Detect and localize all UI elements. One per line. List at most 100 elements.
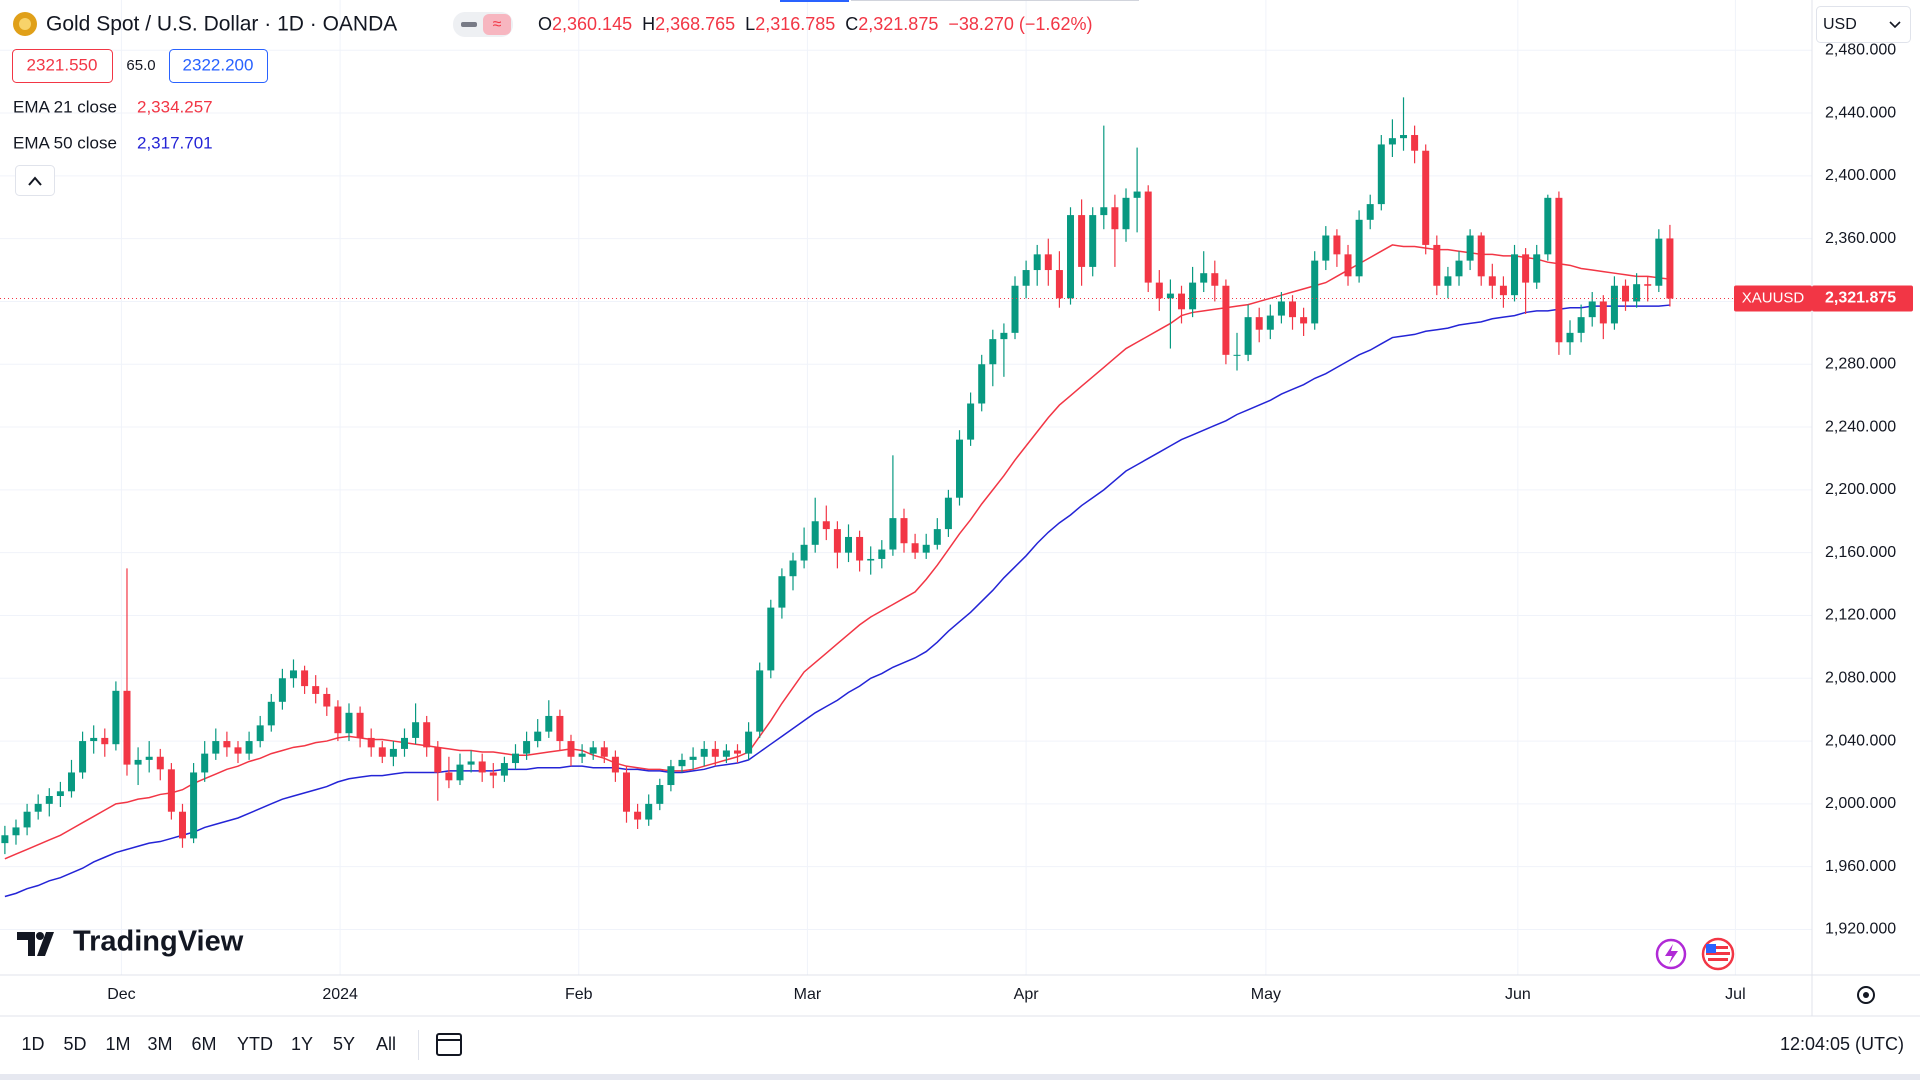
symbol-badge: [1734, 285, 1812, 312]
candle-body: [289, 670, 297, 679]
candle-body: [389, 748, 397, 757]
range-button[interactable]: 3M: [147, 1034, 172, 1054]
range-button[interactable]: 5Y: [333, 1034, 355, 1054]
candle-body: [978, 364, 986, 404]
event-icon-bolt: [1665, 944, 1678, 964]
candle-body: [689, 756, 697, 760]
candle-body: [778, 576, 786, 608]
candle-body: [34, 803, 42, 812]
candle-body: [1622, 285, 1630, 302]
buy-button[interactable]: [169, 49, 268, 83]
candle-body: [1255, 317, 1263, 330]
candle-body: [1566, 332, 1574, 343]
candle-body: [312, 686, 320, 694]
candle-body: [822, 521, 830, 530]
range-button[interactable]: 1M: [105, 1034, 130, 1054]
candle-body: [1078, 215, 1086, 267]
settings-icon[interactable]: [1857, 986, 1875, 1004]
x-tick-label: May: [1251, 986, 1281, 1003]
candle-body: [1655, 238, 1663, 286]
candle-body: [412, 722, 420, 738]
candle-body: [856, 536, 864, 561]
ohlc-letter: O: [538, 14, 552, 34]
candle-body: [1533, 254, 1541, 283]
candle-body: [556, 715, 564, 742]
range-button[interactable]: 6M: [191, 1034, 216, 1054]
candle-body: [1555, 197, 1563, 343]
status-icon: [461, 22, 477, 27]
range-button[interactable]: YTD: [237, 1034, 273, 1054]
candle-body: [156, 756, 164, 770]
candle-body: [656, 785, 664, 804]
range-button[interactable]: 1D: [21, 1034, 44, 1054]
candle-body: [511, 753, 519, 764]
candle-body: [1067, 215, 1075, 299]
symbol-title[interactable]: Gold Spot / U.S. Dollar · 1D · OANDA: [46, 13, 397, 36]
candle-body: [400, 737, 408, 749]
y-tick-label: 2,480.000: [1825, 41, 1896, 58]
candle-body: [1477, 235, 1485, 277]
spread: 65.0: [126, 57, 155, 74]
candle-body: [1266, 315, 1274, 330]
candle-body: [1644, 284, 1652, 286]
y-tick-label: 2,240.000: [1825, 418, 1896, 435]
candle-body: [1433, 244, 1441, 286]
candle-body: [1633, 284, 1641, 302]
buy-price: 2322.200: [183, 55, 254, 74]
candle-body: [722, 750, 730, 757]
candle-body: [56, 791, 64, 797]
candle-body: [23, 811, 31, 828]
candle-body: [212, 741, 220, 754]
candle-body: [567, 741, 575, 757]
candle-body: [134, 759, 142, 765]
candle-body: [1333, 235, 1341, 255]
scroll-indicator: [780, 0, 849, 2]
range-button[interactable]: All: [376, 1034, 396, 1054]
y-tick-label: 2,120.000: [1825, 607, 1896, 624]
candle-body: [578, 753, 586, 757]
candle-body: [589, 747, 597, 754]
candle-body: [733, 750, 741, 754]
candle-body: [378, 747, 386, 757]
candle-body: [45, 796, 53, 804]
candle-body: [123, 690, 131, 765]
candle-body: [167, 769, 175, 812]
candle-body: [1233, 354, 1241, 356]
candle-body: [1166, 293, 1174, 299]
candle-body: [1344, 254, 1352, 277]
price-badge-label: 2,321.875: [1825, 290, 1896, 307]
sell-button[interactable]: [12, 49, 113, 83]
range-button[interactable]: 1Y: [291, 1034, 313, 1054]
candle-body: [1133, 191, 1141, 198]
candle-body: [634, 811, 642, 820]
status-icon-bg: [483, 14, 511, 35]
currency-select[interactable]: [1816, 6, 1911, 43]
candle-body: [1511, 254, 1519, 296]
ohlc-value: 2,360.145: [552, 14, 632, 34]
y-tick-label: 1,960.000: [1825, 858, 1896, 875]
y-tick-label: 2,200.000: [1825, 481, 1896, 498]
candle-body: [678, 759, 686, 767]
calendar-icon[interactable]: [436, 1033, 462, 1056]
candle-body: [645, 803, 653, 820]
toolbar-separator: [418, 1030, 419, 1060]
ema50-legend-value: 2,317.701: [137, 133, 213, 152]
range-button[interactable]: 5D: [63, 1034, 86, 1054]
candle-body: [711, 748, 719, 757]
collapse-button[interactable]: [15, 165, 55, 196]
candle-body: [1000, 332, 1008, 340]
candle-body: [700, 748, 708, 757]
candle-body: [1544, 197, 1552, 255]
logo-dot: [36, 932, 44, 940]
candle-body: [1444, 276, 1452, 286]
axes: 1,920.000 1,960.000 2,000.000 2,040.000 2,08…: [107, 41, 1896, 1003]
flag-stripe: [1706, 952, 1730, 955]
candle-body: [1011, 285, 1019, 333]
candle-body: [1022, 270, 1030, 286]
logo-icon: [17, 932, 54, 956]
candle-body: [1155, 282, 1163, 299]
candle-body: [356, 712, 364, 738]
candle-body: [545, 715, 553, 732]
candle-body: [1522, 254, 1530, 283]
candle-body: [1033, 254, 1041, 271]
